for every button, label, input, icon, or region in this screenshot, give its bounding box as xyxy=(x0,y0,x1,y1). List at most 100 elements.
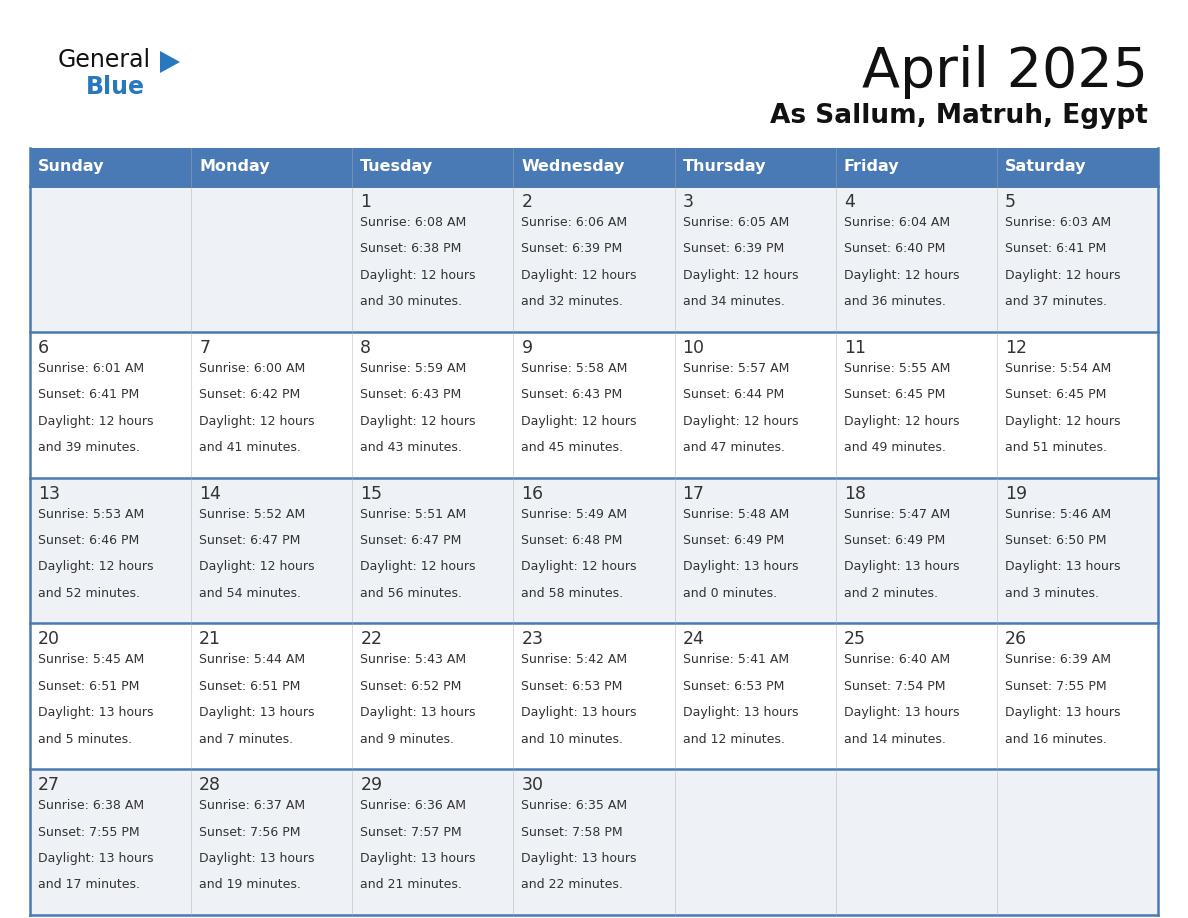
Text: 1: 1 xyxy=(360,193,372,211)
Text: Daylight: 13 hours: Daylight: 13 hours xyxy=(200,852,315,865)
Text: 26: 26 xyxy=(1005,631,1026,648)
Bar xyxy=(675,148,835,186)
Text: and 30 minutes.: and 30 minutes. xyxy=(360,296,462,308)
Text: Sunset: 6:43 PM: Sunset: 6:43 PM xyxy=(522,388,623,401)
Text: Sunset: 6:45 PM: Sunset: 6:45 PM xyxy=(1005,388,1106,401)
Text: Daylight: 13 hours: Daylight: 13 hours xyxy=(38,852,153,865)
Text: Sunrise: 6:35 AM: Sunrise: 6:35 AM xyxy=(522,800,627,812)
Text: Daylight: 12 hours: Daylight: 12 hours xyxy=(360,415,475,428)
Text: and 34 minutes.: and 34 minutes. xyxy=(683,296,784,308)
Text: Sunrise: 6:36 AM: Sunrise: 6:36 AM xyxy=(360,800,466,812)
Text: Sunset: 6:50 PM: Sunset: 6:50 PM xyxy=(1005,534,1106,547)
Text: Sunrise: 5:53 AM: Sunrise: 5:53 AM xyxy=(38,508,144,521)
Text: Daylight: 12 hours: Daylight: 12 hours xyxy=(1005,415,1120,428)
Text: Sunset: 6:41 PM: Sunset: 6:41 PM xyxy=(1005,242,1106,255)
Text: Sunset: 6:46 PM: Sunset: 6:46 PM xyxy=(38,534,139,547)
Text: Sunset: 6:51 PM: Sunset: 6:51 PM xyxy=(200,680,301,693)
Text: 9: 9 xyxy=(522,339,532,357)
Text: and 3 minutes.: and 3 minutes. xyxy=(1005,587,1099,599)
Text: April 2025: April 2025 xyxy=(862,45,1148,99)
Text: Daylight: 13 hours: Daylight: 13 hours xyxy=(1005,560,1120,574)
Text: 18: 18 xyxy=(843,485,866,502)
Text: Daylight: 12 hours: Daylight: 12 hours xyxy=(843,269,959,282)
Text: Daylight: 12 hours: Daylight: 12 hours xyxy=(843,415,959,428)
Text: Sunrise: 6:01 AM: Sunrise: 6:01 AM xyxy=(38,362,144,375)
Text: and 22 minutes.: and 22 minutes. xyxy=(522,879,624,891)
Bar xyxy=(30,477,1158,623)
Text: Daylight: 13 hours: Daylight: 13 hours xyxy=(843,706,959,719)
Bar xyxy=(30,186,1158,331)
Text: Daylight: 13 hours: Daylight: 13 hours xyxy=(200,706,315,719)
Text: Daylight: 13 hours: Daylight: 13 hours xyxy=(360,852,475,865)
Text: Daylight: 12 hours: Daylight: 12 hours xyxy=(200,415,315,428)
Text: 25: 25 xyxy=(843,631,866,648)
Bar xyxy=(997,148,1158,186)
Text: and 12 minutes.: and 12 minutes. xyxy=(683,733,784,745)
Text: Daylight: 13 hours: Daylight: 13 hours xyxy=(683,560,798,574)
Text: Sunrise: 5:45 AM: Sunrise: 5:45 AM xyxy=(38,654,144,666)
Text: and 0 minutes.: and 0 minutes. xyxy=(683,587,777,599)
Text: and 21 minutes.: and 21 minutes. xyxy=(360,879,462,891)
Text: 20: 20 xyxy=(38,631,61,648)
Text: Daylight: 12 hours: Daylight: 12 hours xyxy=(200,560,315,574)
Text: and 7 minutes.: and 7 minutes. xyxy=(200,733,293,745)
Text: Sunrise: 5:46 AM: Sunrise: 5:46 AM xyxy=(1005,508,1111,521)
Text: 3: 3 xyxy=(683,193,694,211)
Text: 16: 16 xyxy=(522,485,544,502)
Text: 24: 24 xyxy=(683,631,704,648)
Text: Sunset: 6:39 PM: Sunset: 6:39 PM xyxy=(683,242,784,255)
Text: Sunrise: 5:42 AM: Sunrise: 5:42 AM xyxy=(522,654,627,666)
Text: Sunset: 6:39 PM: Sunset: 6:39 PM xyxy=(522,242,623,255)
Text: and 58 minutes.: and 58 minutes. xyxy=(522,587,624,599)
Text: 4: 4 xyxy=(843,193,854,211)
Text: Daylight: 13 hours: Daylight: 13 hours xyxy=(843,560,959,574)
Text: Daylight: 12 hours: Daylight: 12 hours xyxy=(522,415,637,428)
Bar xyxy=(30,769,1158,915)
Text: Daylight: 12 hours: Daylight: 12 hours xyxy=(683,269,798,282)
Text: Sunrise: 5:52 AM: Sunrise: 5:52 AM xyxy=(200,508,305,521)
Text: Sunset: 7:54 PM: Sunset: 7:54 PM xyxy=(843,680,946,693)
Text: Sunset: 6:44 PM: Sunset: 6:44 PM xyxy=(683,388,784,401)
Text: and 9 minutes.: and 9 minutes. xyxy=(360,733,454,745)
Text: Thursday: Thursday xyxy=(683,160,766,174)
Text: and 45 minutes.: and 45 minutes. xyxy=(522,441,624,453)
Text: Daylight: 12 hours: Daylight: 12 hours xyxy=(1005,269,1120,282)
Text: and 19 minutes.: and 19 minutes. xyxy=(200,879,301,891)
Text: Sunset: 6:41 PM: Sunset: 6:41 PM xyxy=(38,388,139,401)
Text: Daylight: 12 hours: Daylight: 12 hours xyxy=(522,269,637,282)
Text: Sunrise: 6:06 AM: Sunrise: 6:06 AM xyxy=(522,216,627,229)
Text: Daylight: 12 hours: Daylight: 12 hours xyxy=(522,560,637,574)
Text: Sunset: 6:40 PM: Sunset: 6:40 PM xyxy=(843,242,946,255)
Text: Daylight: 12 hours: Daylight: 12 hours xyxy=(38,560,153,574)
Text: 15: 15 xyxy=(360,485,383,502)
Text: 30: 30 xyxy=(522,777,543,794)
Text: Tuesday: Tuesday xyxy=(360,160,434,174)
Text: Daylight: 13 hours: Daylight: 13 hours xyxy=(38,706,153,719)
Text: Sunset: 7:57 PM: Sunset: 7:57 PM xyxy=(360,825,462,838)
Text: and 36 minutes.: and 36 minutes. xyxy=(843,296,946,308)
Text: 8: 8 xyxy=(360,339,372,357)
Text: Sunset: 6:48 PM: Sunset: 6:48 PM xyxy=(522,534,623,547)
Text: Sunset: 6:47 PM: Sunset: 6:47 PM xyxy=(360,534,462,547)
Text: and 39 minutes.: and 39 minutes. xyxy=(38,441,140,453)
Text: General: General xyxy=(58,48,151,72)
Text: 27: 27 xyxy=(38,777,61,794)
Text: and 47 minutes.: and 47 minutes. xyxy=(683,441,784,453)
Text: Daylight: 13 hours: Daylight: 13 hours xyxy=(683,706,798,719)
Text: Wednesday: Wednesday xyxy=(522,160,625,174)
Text: Sunrise: 6:40 AM: Sunrise: 6:40 AM xyxy=(843,654,950,666)
Text: Sunrise: 5:48 AM: Sunrise: 5:48 AM xyxy=(683,508,789,521)
Text: Sunrise: 5:54 AM: Sunrise: 5:54 AM xyxy=(1005,362,1111,375)
Text: Daylight: 12 hours: Daylight: 12 hours xyxy=(360,269,475,282)
Text: 23: 23 xyxy=(522,631,543,648)
Text: 28: 28 xyxy=(200,777,221,794)
Text: Daylight: 12 hours: Daylight: 12 hours xyxy=(38,415,153,428)
Text: Sunset: 6:53 PM: Sunset: 6:53 PM xyxy=(522,680,623,693)
Text: Daylight: 12 hours: Daylight: 12 hours xyxy=(360,560,475,574)
Text: Sunrise: 5:41 AM: Sunrise: 5:41 AM xyxy=(683,654,789,666)
Text: Sunrise: 6:37 AM: Sunrise: 6:37 AM xyxy=(200,800,305,812)
Text: and 10 minutes.: and 10 minutes. xyxy=(522,733,624,745)
Text: 12: 12 xyxy=(1005,339,1026,357)
Text: Sunset: 6:43 PM: Sunset: 6:43 PM xyxy=(360,388,461,401)
Text: Sunrise: 5:58 AM: Sunrise: 5:58 AM xyxy=(522,362,627,375)
